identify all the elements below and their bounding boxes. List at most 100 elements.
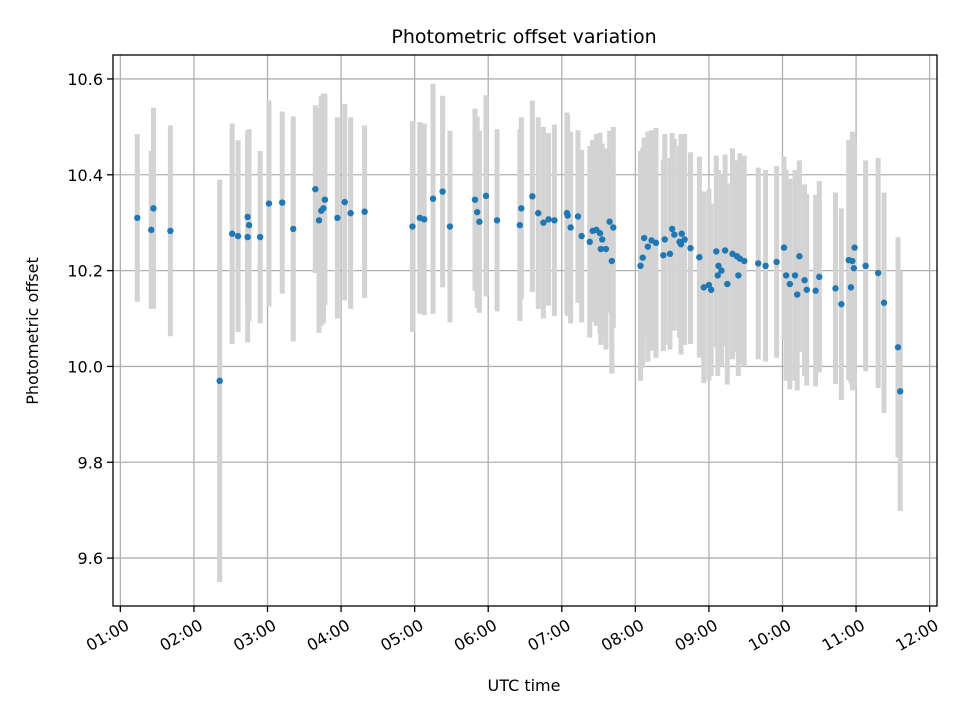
data-point bbox=[681, 236, 688, 243]
data-point bbox=[714, 272, 721, 279]
data-point bbox=[724, 280, 731, 288]
data-point bbox=[228, 230, 236, 237]
data-point bbox=[640, 234, 648, 242]
data-point bbox=[850, 265, 858, 272]
data-point bbox=[493, 217, 501, 224]
data-point bbox=[409, 223, 416, 230]
data-point bbox=[567, 224, 574, 231]
data-point bbox=[707, 286, 715, 293]
data-point bbox=[476, 218, 483, 225]
data-point bbox=[608, 257, 616, 265]
data-point bbox=[341, 198, 348, 206]
data-point bbox=[838, 300, 845, 308]
data-point bbox=[874, 269, 882, 277]
data-point bbox=[551, 217, 558, 224]
data-point bbox=[540, 219, 547, 226]
data-point bbox=[862, 262, 869, 270]
data-point bbox=[849, 257, 856, 265]
data-point bbox=[429, 195, 437, 202]
data-point bbox=[715, 262, 722, 270]
data-point bbox=[812, 287, 819, 294]
data-point bbox=[796, 253, 803, 260]
y-tick-label: 9.6 bbox=[78, 549, 103, 568]
data-point bbox=[801, 276, 808, 284]
data-point bbox=[666, 250, 674, 258]
data-point bbox=[773, 258, 780, 266]
data-point bbox=[637, 262, 644, 270]
data-point bbox=[721, 247, 729, 254]
data-point bbox=[446, 223, 454, 230]
data-point bbox=[216, 377, 223, 385]
data-point bbox=[762, 262, 769, 270]
data-point bbox=[599, 236, 606, 243]
data-point bbox=[735, 272, 742, 279]
data-point bbox=[794, 291, 801, 298]
data-point bbox=[361, 208, 368, 215]
data-point bbox=[473, 208, 481, 216]
data-point bbox=[652, 239, 660, 247]
data-point bbox=[529, 193, 536, 200]
data-point bbox=[518, 205, 525, 212]
data-point bbox=[265, 200, 273, 207]
data-point bbox=[639, 254, 646, 261]
data-point bbox=[644, 243, 652, 250]
data-point bbox=[586, 238, 593, 246]
data-point bbox=[574, 213, 582, 220]
data-point bbox=[782, 272, 790, 279]
data-point bbox=[660, 252, 667, 259]
data-point bbox=[334, 214, 341, 222]
data-point bbox=[661, 236, 668, 243]
data-point bbox=[610, 224, 617, 231]
data-point bbox=[320, 205, 327, 212]
data-point bbox=[516, 221, 524, 229]
data-point bbox=[315, 217, 323, 224]
data-points bbox=[134, 185, 904, 395]
data-point bbox=[713, 248, 720, 255]
data-point bbox=[894, 344, 902, 351]
data-point bbox=[816, 273, 823, 281]
data-point bbox=[290, 225, 297, 233]
data-point bbox=[696, 253, 703, 261]
data-point bbox=[597, 245, 604, 253]
data-point bbox=[256, 233, 264, 241]
data-point bbox=[832, 285, 839, 292]
data-point bbox=[439, 188, 446, 195]
data-point bbox=[421, 216, 428, 223]
data-point bbox=[803, 286, 810, 293]
data-point bbox=[880, 299, 888, 306]
data-point bbox=[167, 227, 174, 235]
data-point bbox=[602, 245, 610, 253]
data-point bbox=[535, 209, 542, 217]
data-point bbox=[677, 241, 685, 248]
data-point bbox=[755, 260, 762, 267]
plot-frame bbox=[112, 54, 938, 607]
data-point bbox=[471, 196, 479, 203]
y-tick-label: 10.2 bbox=[67, 262, 103, 281]
data-point bbox=[244, 213, 251, 221]
data-point bbox=[279, 199, 286, 206]
data-point bbox=[687, 244, 694, 252]
data-point bbox=[671, 231, 678, 238]
data-point bbox=[791, 272, 799, 279]
data-point bbox=[596, 230, 604, 237]
data-point bbox=[668, 225, 676, 233]
data-point bbox=[786, 280, 794, 288]
data-point bbox=[244, 233, 251, 241]
data-point bbox=[150, 205, 157, 212]
data-point bbox=[312, 185, 319, 193]
y-axis-label: Photometric offset bbox=[23, 257, 42, 405]
data-point bbox=[321, 196, 329, 203]
chart-title: Photometric offset variation bbox=[391, 26, 656, 48]
x-axis-label: UTC time bbox=[488, 676, 561, 695]
data-point bbox=[545, 216, 552, 223]
data-point bbox=[482, 192, 490, 200]
data-point bbox=[245, 221, 253, 229]
y-tick-label: 10.6 bbox=[67, 70, 103, 89]
y-tick-label: 10.4 bbox=[67, 166, 103, 185]
y-tick-label: 10.0 bbox=[67, 357, 103, 376]
data-point bbox=[678, 230, 685, 237]
data-point bbox=[705, 281, 713, 289]
data-point bbox=[578, 232, 585, 240]
